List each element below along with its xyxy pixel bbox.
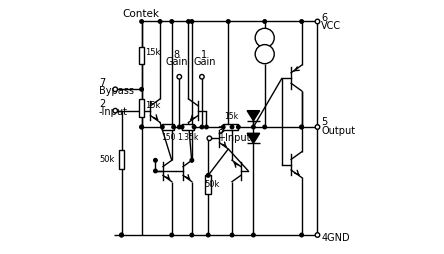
Circle shape [190, 233, 194, 237]
Text: 5: 5 [321, 118, 328, 128]
Circle shape [172, 125, 175, 129]
Circle shape [159, 20, 162, 23]
Circle shape [120, 233, 123, 237]
Circle shape [255, 28, 274, 47]
Circle shape [200, 74, 204, 79]
Circle shape [190, 20, 194, 23]
Circle shape [113, 108, 118, 113]
Circle shape [161, 125, 164, 129]
Text: 50k: 50k [99, 155, 114, 164]
Circle shape [177, 74, 182, 79]
Bar [206, 175, 211, 194]
Circle shape [180, 125, 184, 129]
Polygon shape [247, 133, 260, 143]
Circle shape [252, 233, 255, 237]
Text: 50k: 50k [204, 180, 220, 189]
Circle shape [140, 125, 143, 129]
Circle shape [120, 233, 123, 237]
Text: 7: 7 [99, 78, 105, 88]
Circle shape [300, 233, 303, 237]
Circle shape [187, 20, 190, 23]
Text: 15k: 15k [145, 101, 161, 110]
Text: Bypass: Bypass [99, 86, 134, 96]
Text: 2: 2 [99, 99, 105, 109]
Text: Contek: Contek [123, 9, 160, 19]
Bar [139, 99, 144, 117]
Text: Gain: Gain [166, 57, 188, 67]
Bar [182, 124, 194, 130]
Text: Gain: Gain [193, 57, 216, 67]
Text: +Input: +Input [217, 133, 250, 142]
Text: 150: 150 [161, 133, 175, 141]
Circle shape [237, 125, 240, 129]
Circle shape [192, 125, 196, 129]
Circle shape [230, 233, 234, 237]
Circle shape [205, 125, 208, 129]
Circle shape [315, 233, 320, 237]
Circle shape [255, 45, 274, 64]
Circle shape [300, 125, 303, 129]
Text: 15k: 15k [145, 49, 161, 57]
Circle shape [263, 20, 266, 23]
Circle shape [190, 158, 194, 162]
Circle shape [113, 87, 118, 92]
Circle shape [178, 125, 181, 129]
Circle shape [154, 158, 157, 162]
Text: 15k: 15k [224, 113, 238, 121]
Text: 6: 6 [321, 13, 327, 23]
Bar [139, 46, 144, 64]
Text: -Input: -Input [99, 107, 128, 117]
Bar [163, 124, 174, 130]
Circle shape [140, 20, 143, 23]
Text: Output: Output [321, 126, 355, 136]
Text: 3: 3 [217, 126, 223, 136]
Text: 8: 8 [174, 50, 180, 60]
Circle shape [170, 233, 174, 237]
Circle shape [140, 125, 143, 129]
Text: 1.35k: 1.35k [178, 133, 199, 141]
Circle shape [300, 20, 303, 23]
Circle shape [230, 125, 234, 129]
Text: 4GND: 4GND [321, 233, 350, 243]
Circle shape [252, 125, 255, 129]
Circle shape [226, 20, 230, 23]
Circle shape [206, 173, 210, 177]
Circle shape [170, 20, 174, 23]
Circle shape [316, 125, 319, 129]
Circle shape [200, 125, 204, 129]
Circle shape [206, 233, 210, 237]
Circle shape [140, 88, 143, 91]
Circle shape [263, 125, 266, 129]
Polygon shape [247, 111, 260, 121]
Text: 1: 1 [201, 50, 207, 60]
Circle shape [315, 19, 320, 24]
Circle shape [154, 169, 157, 173]
Circle shape [300, 125, 303, 129]
Circle shape [222, 125, 225, 129]
Circle shape [207, 136, 212, 140]
Bar [119, 150, 124, 169]
Text: VCC: VCC [321, 21, 341, 31]
Circle shape [315, 125, 320, 129]
Bar [223, 124, 238, 130]
